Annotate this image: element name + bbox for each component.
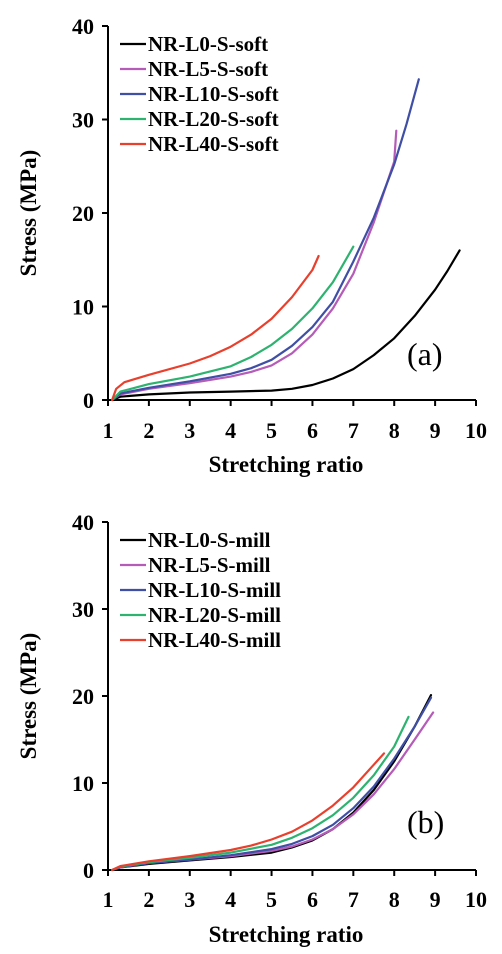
legend-label: NR-L0-S-mill bbox=[148, 528, 271, 552]
y-tick-label: 10 bbox=[72, 295, 94, 320]
y-tick-label: 40 bbox=[72, 14, 94, 39]
x-tick-label: 9 bbox=[430, 887, 441, 912]
x-tick-label: 10 bbox=[465, 418, 487, 443]
x-tick-label: 2 bbox=[143, 887, 154, 912]
y-axis-title: Stress (MPa) bbox=[16, 150, 41, 277]
x-tick-label: 8 bbox=[389, 887, 400, 912]
x-tick-label: 5 bbox=[266, 887, 277, 912]
legend-label: NR-L5-S-mill bbox=[148, 553, 271, 577]
x-tick-label: 3 bbox=[184, 887, 195, 912]
legend-label: NR-L0-S-soft bbox=[148, 32, 268, 56]
x-tick-label: 8 bbox=[389, 418, 400, 443]
x-tick-label: 7 bbox=[348, 418, 359, 443]
x-tick-label: 4 bbox=[225, 418, 236, 443]
legend-label: NR-L40-S-mill bbox=[148, 628, 281, 652]
y-tick-label: 30 bbox=[72, 108, 94, 133]
x-tick-label: 7 bbox=[348, 887, 359, 912]
x-axis-title: Stretching ratio bbox=[209, 922, 364, 947]
x-tick-label: 9 bbox=[430, 418, 441, 443]
series-line-nr-l40-s-mill bbox=[111, 752, 386, 872]
panel-label: (b) bbox=[407, 804, 444, 840]
series-line-nr-l0-s-soft bbox=[111, 249, 461, 402]
x-tick-label: 1 bbox=[103, 887, 114, 912]
series-line-nr-l10-s-soft bbox=[111, 78, 420, 402]
x-tick-label: 10 bbox=[465, 887, 487, 912]
x-tick-label: 1 bbox=[103, 418, 114, 443]
series-line-nr-l20-s-soft bbox=[111, 245, 355, 402]
x-tick-label: 4 bbox=[225, 887, 236, 912]
series-line-nr-l40-s-soft bbox=[111, 254, 320, 402]
legend-label: NR-L10-S-mill bbox=[148, 578, 281, 602]
y-tick-label: 40 bbox=[72, 510, 94, 535]
x-tick-label: 6 bbox=[307, 887, 318, 912]
x-tick-label: 3 bbox=[184, 418, 195, 443]
y-tick-label: 0 bbox=[83, 858, 94, 883]
legend-label: NR-L10-S-soft bbox=[148, 82, 279, 106]
y-tick-label: 30 bbox=[72, 597, 94, 622]
y-tick-label: 20 bbox=[72, 684, 94, 709]
x-axis-title: Stretching ratio bbox=[209, 452, 364, 477]
legend-label: NR-L20-S-mill bbox=[148, 603, 281, 627]
panel-a: 0 10 20 30 40 1 2 3 4 5 6 7 8 9 10 Stretching ratio Stre… bbox=[16, 14, 487, 477]
x-tick-label: 5 bbox=[266, 418, 277, 443]
y-tick-label: 20 bbox=[72, 201, 94, 226]
y-tick-label: 0 bbox=[83, 388, 94, 413]
panel-b: 0 10 20 30 40 1 2 3 4 5 6 7 8 9 10 Stretching ratio Stre… bbox=[16, 510, 487, 947]
x-tick-label: 6 bbox=[307, 418, 318, 443]
legend-label: NR-L20-S-soft bbox=[148, 107, 279, 131]
y-axis-title: Stress (MPa) bbox=[16, 633, 41, 760]
series-line-nr-l20-s-mill bbox=[111, 715, 410, 872]
legend-label: NR-L5-S-soft bbox=[148, 57, 268, 81]
panel-label: (a) bbox=[407, 336, 443, 372]
series-line-nr-l5-s-soft bbox=[111, 129, 398, 402]
x-tick-label: 2 bbox=[143, 418, 154, 443]
series-line-nr-l5-s-mill bbox=[111, 711, 435, 872]
legend-label: NR-L40-S-soft bbox=[148, 132, 279, 156]
y-tick-label: 10 bbox=[72, 771, 94, 796]
